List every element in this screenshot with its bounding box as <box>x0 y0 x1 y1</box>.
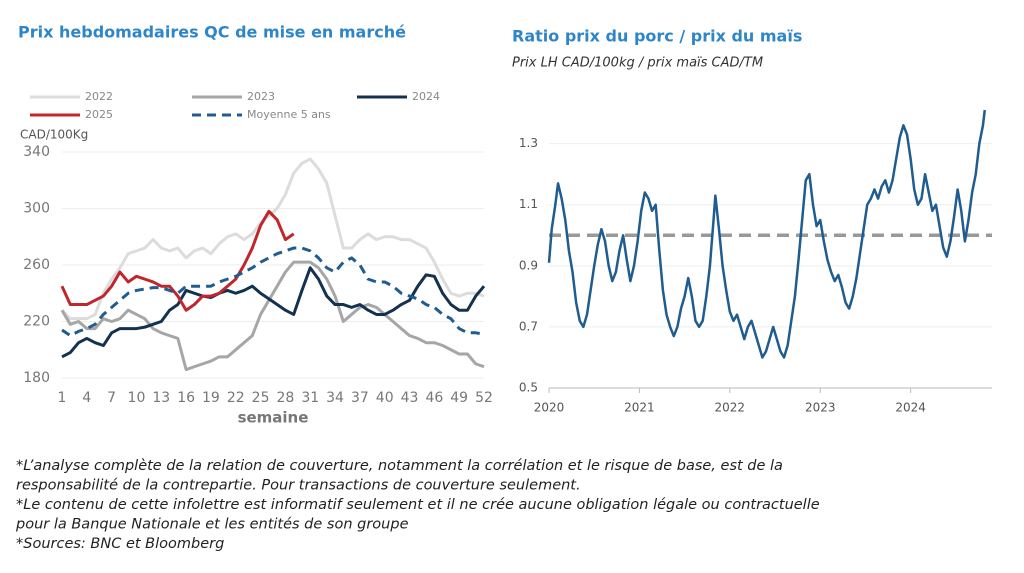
footnote: pour la Banque Nationale et les entités … <box>15 517 409 533</box>
x-tick-label: 4 <box>82 390 91 406</box>
x-tick-label: 22 <box>227 390 245 406</box>
y-axis-label: CAD/100Kg <box>20 128 88 142</box>
chart-subtitle: Prix LH CAD/100kg / prix maïs CAD/TM <box>512 56 763 71</box>
y-tick-label: 0.5 <box>519 381 538 395</box>
x-tick-label: 46 <box>425 390 443 406</box>
x-tick-label: 7 <box>107 390 116 406</box>
x-tick-label: 43 <box>401 390 419 406</box>
footnote: *Sources: BNC et Bloomberg <box>16 536 224 552</box>
chart-title: Prix hebdomadaires QC de mise en marché <box>18 23 406 42</box>
series-line <box>61 246 485 338</box>
series-line <box>61 266 486 359</box>
y-tick-label: 0.9 <box>519 258 538 272</box>
x-tick-label: 49 <box>450 390 468 406</box>
footnote: *L’analyse complète de la relation de co… <box>16 458 783 474</box>
x-tick-label: 2021 <box>624 401 655 415</box>
y-tick-label: 340 <box>23 144 50 160</box>
x-tick-label: 19 <box>202 390 220 406</box>
x-tick-label: 37 <box>351 390 369 406</box>
x-tick-label: 2020 <box>534 401 565 415</box>
x-tick-label: 1 <box>58 390 67 406</box>
y-tick-label: 1.3 <box>519 136 538 150</box>
x-tick-label: 16 <box>177 390 195 406</box>
y-tick-label: 0.7 <box>519 319 538 333</box>
footnote: responsabilité de la contrepartie. Pour … <box>16 478 581 494</box>
x-tick-label: 34 <box>326 390 344 406</box>
x-tick-label: 13 <box>152 390 170 406</box>
series-line <box>547 109 987 359</box>
x-tick-label: 31 <box>301 390 319 406</box>
chart-title: Ratio prix du porc / prix du maïs <box>512 27 802 46</box>
series-line <box>60 260 485 372</box>
x-tick-label: 2023 <box>805 401 836 415</box>
y-tick-label: 300 <box>23 201 50 217</box>
x-tick-label: 28 <box>276 390 294 406</box>
x-tick-label: 52 <box>475 390 493 406</box>
legend-label: 2023 <box>247 90 275 103</box>
y-tick-label: 1.1 <box>519 197 538 211</box>
x-tick-label: 25 <box>252 390 270 406</box>
x-tick-label: 2024 <box>895 401 926 415</box>
y-tick-label: 220 <box>23 314 50 330</box>
legend-label: Moyenne 5 ans <box>247 108 331 121</box>
y-tick-label: 180 <box>23 370 50 386</box>
x-tick-label: 40 <box>376 390 394 406</box>
legend-label: 2025 <box>85 108 113 121</box>
y-tick-label: 260 <box>23 257 50 273</box>
series-line <box>60 157 485 321</box>
x-axis-label: semaine <box>238 409 309 427</box>
x-tick-label: 10 <box>128 390 146 406</box>
series-line <box>60 209 295 312</box>
footnote: *Le contenu de cette infolettre est info… <box>16 497 820 513</box>
legend-label: 2022 <box>85 90 113 103</box>
legend-label: 2024 <box>412 90 440 103</box>
x-tick-label: 2022 <box>715 401 746 415</box>
